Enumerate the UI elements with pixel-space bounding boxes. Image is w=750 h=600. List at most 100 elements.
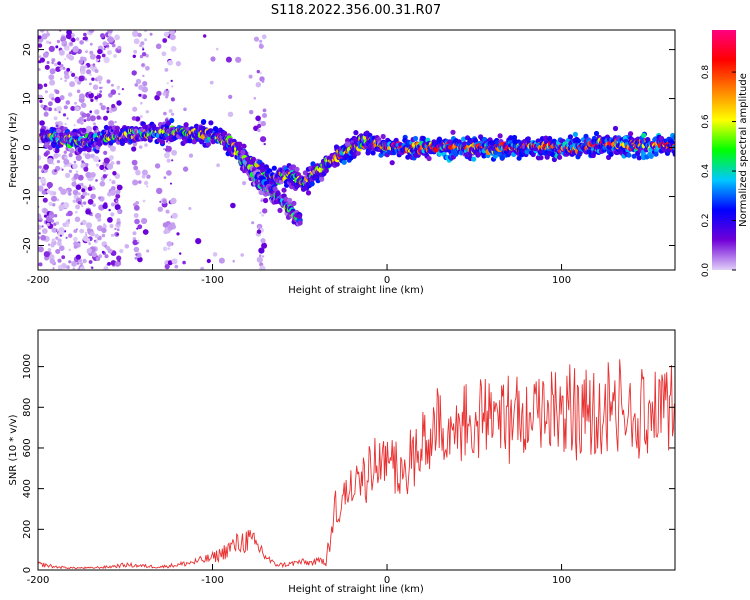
x-tick-label: -100 [201,575,224,586]
y-tick-label: 20 [22,43,33,56]
spectrogram-noise-point [62,66,66,70]
spectrogram-noise-point [49,211,54,216]
x-tick-label: 100 [552,275,571,286]
spectrogram-noise-point [55,66,61,72]
spectrogram-noise-point [72,46,79,53]
spectrogram-noise-point [210,56,216,62]
spectrogram-noise-point [170,97,175,102]
spectrogram-noise-point [179,252,182,255]
spectrogram-noise-point [216,163,221,168]
spectrogram-noise-point [141,174,146,179]
spectrogram-point [557,154,563,160]
spectrogram-noise-point [51,195,57,202]
spectrogram-noise-point [258,247,265,254]
colorbar-tick-label: 0.0 [701,263,711,278]
spectrogram-noise-point [118,92,121,96]
spectrogram-noise-point [96,127,99,131]
spectrogram-noise-point [168,30,175,35]
spectrogram-noise-point [55,45,59,49]
spectrogram-noise-point [78,116,84,122]
spectrogram-point [131,146,137,152]
spectrogram-noise-point [136,227,139,230]
spectrogram-noise-point [114,227,117,231]
spectrogram-noise-point [132,239,138,246]
spectrogram-noise-point [38,68,41,71]
spectrogram-noise-point [57,264,63,270]
colorbar-label: Normalized spectral amplitude [738,73,749,227]
snr-y-label: SNR (10 * v/v) [8,414,19,485]
spectrogram-noise-point [51,58,56,63]
spectrogram-noise-point [262,108,267,113]
spectrogram-x-label: Height of straight line (km) [288,285,424,296]
spectrogram-noise-point [261,80,265,83]
spectrogram-noise-point [94,69,99,73]
snr-y-ticks: 0 200 400 600 800 1000 [22,354,675,573]
spectrogram-noise-point [166,170,172,176]
spectrogram-noise-point [66,67,71,72]
spectrogram-noise-point [133,205,140,211]
spectrogram-noise-point [78,93,85,100]
spectrogram-noise-point [72,189,79,196]
spectrogram-point [310,161,316,167]
spectrogram-noise-point [171,258,178,265]
spectrogram-noise-point [49,93,53,96]
spectrogram-noise-point [171,159,174,162]
spectrogram-x-ticks: -200 -100 0 100 [27,264,571,286]
spectrogram-noise-point [81,160,84,163]
spectrogram-noise-point [55,121,60,126]
spectrogram-noise-point [142,229,149,235]
spectrogram-noise-point [134,218,140,225]
spectrogram-noise-point [56,39,61,44]
spectrogram-noise-point [155,43,162,50]
spectrogram-noise-point [163,176,167,180]
spectrogram-noise-point [73,124,76,127]
spectrogram-noise-point [58,111,61,114]
spectrogram-point [297,220,303,226]
spectrogram-point [208,120,214,126]
spectrogram-noise-point [60,36,67,42]
spectrogram-noise-point [112,171,117,176]
spectrogram-noise-point [85,233,88,236]
spectrogram-noise-point [143,180,149,186]
spectrogram-noise-point [73,173,80,179]
spectrogram-noise-point [102,174,108,179]
spectrogram-noise-point [132,54,136,58]
spectrogram-noise-point [260,120,266,127]
spectrogram-noise-point [103,47,106,51]
y-tick-label: 200 [22,520,33,539]
spectrogram-noise-point [259,39,263,43]
spectrogram-noise-point [40,177,47,184]
spectrogram-noise-point [88,260,93,264]
spectrogram-noise-point [111,180,116,185]
spectrogram-noise-point [132,30,139,37]
spectrogram-noise-point [65,100,71,105]
spectrogram-noise-point [77,174,84,181]
spectrogram-noise-point [103,56,110,64]
spectrogram-noise-point [52,162,55,165]
spectrogram-noise-point [55,236,59,240]
spectrogram-noise-point [110,145,116,152]
spectrogram-point [296,213,303,219]
spectrogram-noise-point [52,191,57,196]
spectrogram-noise-point [42,197,48,203]
spectrogram-noise-point [60,77,63,80]
spectrogram-noise-point [68,169,72,173]
spectrogram-noise-point [253,125,259,131]
spectrogram-point [334,161,340,167]
spectrogram-noise-point [69,81,76,88]
spectrogram-noise-point [85,163,89,167]
spectrogram-point [535,138,541,144]
spectrogram-noise-point [87,186,93,192]
spectrogram-point [666,147,672,153]
spectrogram-noise-point [46,30,49,33]
spectrogram-noise-point [46,61,50,64]
spectrogram-noise-point [240,253,244,257]
spectrogram-noise-point [97,48,103,55]
spectrogram-noise-point [39,41,42,44]
spectrogram-noise-point [132,106,138,112]
spectrogram-noise-point [261,255,265,258]
spectrogram-noise-point [248,74,253,79]
spectrogram-noise-point [133,49,138,54]
spectrogram-noise-point [106,42,109,45]
spectrogram-noise-point [253,36,260,42]
